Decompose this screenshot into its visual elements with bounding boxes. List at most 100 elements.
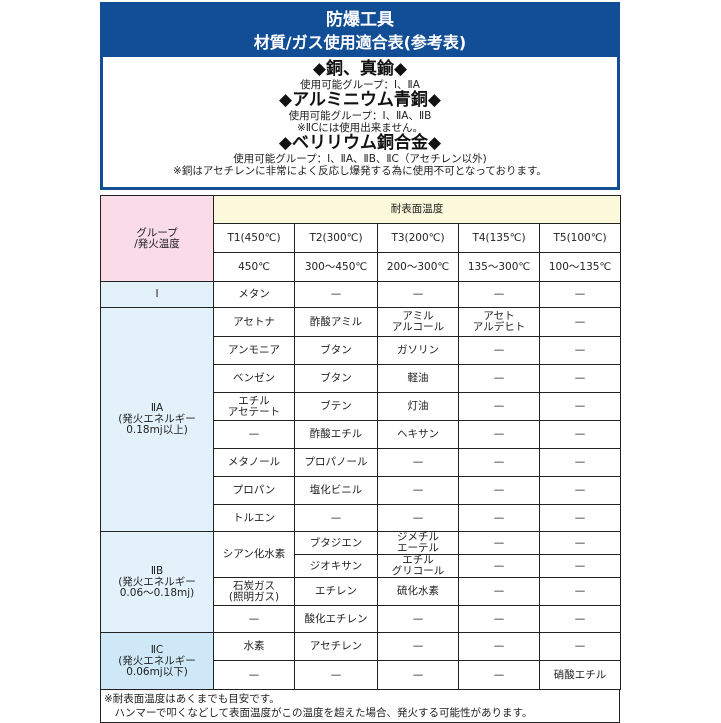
temp-range-cell: 450℃: [213, 252, 295, 282]
gas-cell: —: [458, 448, 540, 477]
gas-cell: —: [294, 504, 378, 532]
explosion-proof-tool-chart: 防爆工具 材質/ガス使用適合表(参考表) ◆銅、真鍮◆ 使用可能グループ：Ⅰ、Ⅱ…: [100, 2, 622, 723]
gas-cell: 灯油: [377, 392, 459, 421]
gas-cell: 酸化エチレン: [294, 605, 378, 633]
table-row: ⅡA (発火エネルギー 0.18mj以上) アセトナ 酢酸アミル アミル アルコールア…: [100, 307, 622, 532]
gas-cell: トルエン: [213, 504, 295, 532]
temp-class-cell: T4(135℃): [458, 223, 540, 253]
gas-cell: 酢酸アミル: [294, 307, 378, 337]
gas-cell: アンモニア: [213, 336, 295, 365]
gas-cell: シアン化水素: [213, 531, 295, 578]
gas-cell: —: [538, 281, 622, 308]
table-row: メタノール プロパノール — — —: [101, 448, 622, 477]
gas-cell: —: [538, 605, 622, 633]
group-label: ⅡA (発火エネルギー 0.18mj以上): [100, 307, 214, 532]
gas-cell: プロパノール: [294, 448, 378, 477]
temp-range-cell: 135〜300℃: [458, 252, 540, 282]
gas-cell: ベンゼン: [213, 364, 295, 393]
gas-cell: —: [458, 504, 540, 532]
gas-cell: エチル グリコール: [377, 554, 459, 578]
footer-note: ※耐表面温度はあくまでも目安です。 ハンマーで叩くなどして表面温度がこの温度を超…: [100, 690, 620, 723]
table-row: — 酸化エチレン — — —: [101, 605, 622, 633]
material-note: 使用可能グループ：Ⅰ、ⅡA: [300, 79, 420, 91]
gas-cell: —: [294, 281, 378, 308]
material-note: ※ⅡCには使用出来ません。: [297, 122, 423, 134]
gas-cell: —: [538, 448, 622, 477]
temp-class-cell: T1(450℃): [213, 223, 295, 253]
table-row: ジオキサン エチル グリコール — —: [101, 554, 622, 578]
gas-cell: エチル アセテート: [213, 392, 295, 421]
gas-cell: 石炭ガス (照明ガス): [213, 577, 295, 606]
gas-cell: 硝酸エチル: [538, 660, 622, 690]
gas-cell: 軽油: [377, 364, 459, 393]
gas-cell: 酢酸エチル: [294, 420, 378, 449]
table-row: — — — — 硝酸エチル: [101, 660, 622, 690]
group-label: Ⅰ: [100, 281, 214, 308]
gas-cell: —: [377, 448, 459, 477]
gas-cell: —: [213, 660, 295, 690]
gas-cell: —: [458, 554, 540, 578]
gas-cell: ブタン: [294, 364, 378, 393]
gas-cell: —: [458, 364, 540, 393]
gas-cell: —: [377, 476, 459, 505]
table-row: — 酢酸エチル ヘキサン — —: [101, 420, 622, 449]
gas-cell: 塩化ビニル: [294, 476, 378, 505]
gas-cell: —: [458, 605, 540, 633]
gas-cell: —: [538, 476, 622, 505]
gas-cell: —: [213, 605, 295, 633]
gas-cell: ジオキサン: [294, 554, 378, 578]
gas-cell: —: [538, 577, 622, 606]
group-label: ⅡC (発火エネルギー 0.06mj以下): [100, 632, 214, 690]
gas-cell: —: [458, 476, 540, 505]
gas-cell: 硫化水素: [377, 577, 459, 606]
gas-cell: —: [458, 660, 540, 690]
group-label: ⅡB (発火エネルギー 0.06〜0.18mj): [100, 531, 214, 633]
gas-cell: ガソリン: [377, 336, 459, 365]
gas-cell: —: [538, 307, 622, 337]
gas-cell: ブテン: [294, 392, 378, 421]
temp-range-cell: 100〜135℃: [538, 252, 622, 282]
gas-cell: エチレン: [294, 577, 378, 606]
material-name: ◆銅、真鍮◆: [312, 59, 408, 79]
gas-cell: —: [538, 632, 622, 661]
gas-cell: メタノール: [213, 448, 295, 477]
gas-cell: —: [538, 420, 622, 449]
gas-cell: —: [458, 420, 540, 449]
gas-cell: —: [538, 531, 622, 555]
table-row: プロパン 塩化ビニル — — —: [101, 476, 622, 505]
temp-range-cell: 300〜450℃: [294, 252, 378, 282]
gas-cell: —: [458, 336, 540, 365]
material-name: ◆アルミニウム青銅◆: [279, 90, 441, 110]
gas-cell: アセト アルデヒト: [458, 307, 540, 337]
material-note: ※銅はアセチレンに非常によく反応し爆発する為に使用不可となっております。: [173, 165, 547, 177]
temp-range-cell: 200〜300℃: [377, 252, 459, 282]
group-header: グループ /発火温度: [100, 195, 214, 282]
header-row: グループ /発火温度 耐表面温度: [100, 195, 622, 282]
table-row: Ⅰ メタン — — — —: [100, 281, 622, 308]
page-subtitle: 材質/ガス使用適合表(参考表): [253, 33, 467, 52]
gas-cell: —: [458, 577, 540, 606]
gas-cell: —: [294, 660, 378, 690]
material-note: 使用可能グループ：Ⅰ、ⅡA、ⅡB、ⅡC（アセチレン以外): [233, 153, 487, 165]
gas-cell: —: [538, 554, 622, 578]
material-name: ◆ベリリウム銅合金◆: [278, 133, 442, 153]
gas-cell: —: [377, 504, 459, 532]
gas-cell: ブタジエン: [294, 531, 378, 555]
gas-cell: プロパン: [213, 476, 295, 505]
page-title: 防爆工具: [326, 10, 394, 30]
gas-cell: アミル アルコール: [377, 307, 459, 337]
gas-cell: メタン: [213, 281, 295, 308]
temp-header: 耐表面温度: [212, 195, 622, 224]
gas-cell: ブタン: [294, 336, 378, 365]
table-row: ⅡB (発火エネルギー 0.06〜0.18mj) シアン化水素 ブタジエン ジメチル …: [100, 531, 622, 633]
gas-cell: —: [458, 392, 540, 421]
title-banner: 防爆工具 材質/ガス使用適合表(参考表): [100, 2, 620, 57]
temp-class-cell: T5(100℃): [538, 223, 622, 253]
gas-cell: 水素: [213, 632, 295, 661]
gas-cell: —: [538, 336, 622, 365]
gas-cell: アセトナ: [213, 307, 295, 337]
gas-cell: アセチレン: [294, 632, 378, 661]
materials-section: ◆銅、真鍮◆ 使用可能グループ：Ⅰ、ⅡA ◆アルミニウム青銅◆ 使用可能グループ…: [100, 57, 620, 190]
gas-cell: —: [538, 392, 622, 421]
gas-cell: —: [213, 420, 295, 449]
